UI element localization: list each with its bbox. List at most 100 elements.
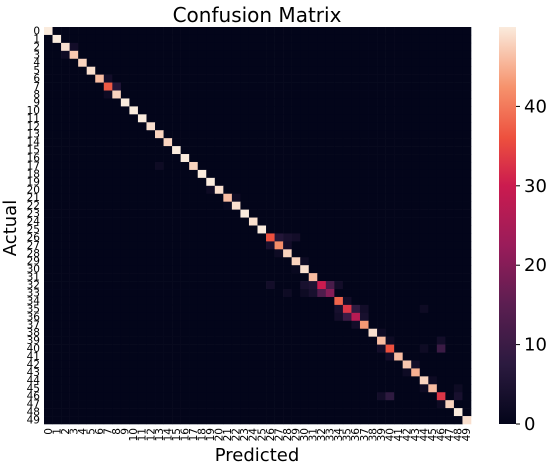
- heatmap-cell: [112, 27, 122, 36]
- heatmap-cell: [419, 265, 429, 274]
- heatmap-cell: [146, 352, 156, 361]
- heatmap-cell: [394, 368, 403, 377]
- heatmap-cell: [189, 146, 199, 155]
- heatmap-cell: [342, 74, 352, 83]
- heatmap-cell: [308, 34, 318, 44]
- heatmap-cell: [86, 74, 96, 83]
- heatmap-cell: [61, 296, 70, 306]
- heatmap-cell: [231, 360, 241, 369]
- heatmap-cell: [146, 27, 156, 36]
- heatmap-cell: [86, 130, 96, 139]
- heatmap-cell: [377, 225, 386, 234]
- heatmap-cell: [78, 177, 87, 187]
- heatmap-cell: [283, 289, 292, 298]
- heatmap-cell: [69, 408, 79, 417]
- heatmap-cell: [266, 106, 275, 115]
- heatmap-cell: [214, 209, 224, 218]
- heatmap-cell: [377, 360, 386, 369]
- heatmap-cell: [291, 304, 301, 314]
- heatmap-cell: [103, 161, 113, 171]
- heatmap-cell: [342, 122, 352, 131]
- heatmap-cell: [155, 209, 164, 218]
- heatmap-cell: [342, 50, 352, 60]
- heatmap-cell: [197, 98, 207, 107]
- heatmap-cell: [342, 416, 352, 425]
- heatmap-cell: [300, 217, 310, 226]
- heatmap-cell: [223, 161, 233, 171]
- heatmap-cell: [137, 185, 147, 195]
- heatmap-cell: [257, 58, 267, 67]
- heatmap-cell: [78, 161, 87, 171]
- heatmap-cell: [308, 336, 318, 345]
- heatmap-cell: [283, 400, 292, 409]
- heatmap-cell: [214, 114, 224, 123]
- heatmap-cell: [223, 281, 233, 290]
- heatmap-cell: [300, 66, 310, 75]
- heatmap-cell: [240, 66, 250, 75]
- heatmap-cell: [240, 392, 250, 401]
- heatmap-cell: [436, 201, 446, 210]
- heatmap-cell: [86, 201, 96, 210]
- heatmap-cell: [308, 146, 318, 155]
- heatmap-cell: [402, 146, 412, 155]
- heatmap-cell: [163, 376, 173, 385]
- heatmap-cell: [291, 50, 301, 60]
- heatmap-cell: [189, 50, 199, 60]
- heatmap-cell: [368, 177, 378, 187]
- heatmap-cell: [308, 169, 318, 179]
- x-tick-label: 45: [427, 428, 439, 441]
- heatmap-cell: [61, 344, 70, 353]
- heatmap-cell: [300, 27, 310, 36]
- heatmap-cell: [223, 392, 233, 401]
- heatmap-cell: [78, 360, 87, 369]
- heatmap-cell: [402, 344, 412, 353]
- heatmap-cell: [163, 27, 173, 36]
- heatmap-cell: [61, 376, 70, 385]
- heatmap-cell: [334, 320, 344, 330]
- heatmap-cell: [342, 400, 352, 409]
- heatmap-cell: [223, 257, 233, 266]
- heatmap-cell: [419, 336, 429, 345]
- y-tick-label: 5: [33, 65, 40, 77]
- heatmap-cell: [189, 34, 199, 44]
- heatmap-cell: [462, 217, 472, 226]
- heatmap-cell: [112, 265, 122, 274]
- heatmap-cell: [240, 114, 250, 123]
- heatmap-cell: [274, 384, 284, 393]
- heatmap-cell: [223, 368, 233, 377]
- heatmap-cell: [317, 161, 327, 171]
- heatmap-cell: [112, 296, 122, 306]
- heatmap-cell: [231, 82, 241, 91]
- heatmap-cell: [377, 352, 386, 361]
- heatmap-cell: [283, 344, 292, 353]
- heatmap-cell: [445, 360, 455, 369]
- heatmap-cell: [359, 225, 369, 234]
- heatmap-cell: [257, 122, 267, 131]
- heatmap-cell: [257, 312, 267, 322]
- heatmap-cell: [112, 169, 122, 179]
- heatmap-cell: [155, 138, 164, 147]
- heatmap-cell: [359, 114, 369, 123]
- heatmap-cell: [86, 344, 96, 353]
- heatmap-cell: [342, 241, 352, 250]
- heatmap-cell: [351, 106, 361, 115]
- heatmap-cell: [317, 177, 327, 187]
- heatmap-cell: [428, 328, 438, 337]
- heatmap-cell: [206, 416, 216, 425]
- heatmap-cell: [95, 161, 105, 171]
- heatmap-cell: [103, 154, 113, 163]
- heatmap-cell: [317, 408, 327, 417]
- heatmap-cell: [189, 257, 199, 266]
- heatmap-cell: [274, 66, 284, 75]
- heatmap-cell: [385, 58, 395, 67]
- heatmap-cell: [411, 114, 421, 123]
- heatmap-cell: [334, 130, 344, 139]
- heatmap-cell: [325, 154, 335, 163]
- heatmap-cell: [214, 90, 224, 99]
- heatmap-cell: [308, 392, 318, 401]
- heatmap-cell: [436, 27, 446, 36]
- heatmap-cell: [351, 233, 361, 242]
- x-tick-label: 2: [60, 428, 72, 435]
- heatmap-cell: [411, 122, 421, 131]
- heatmap-cell: [445, 27, 455, 36]
